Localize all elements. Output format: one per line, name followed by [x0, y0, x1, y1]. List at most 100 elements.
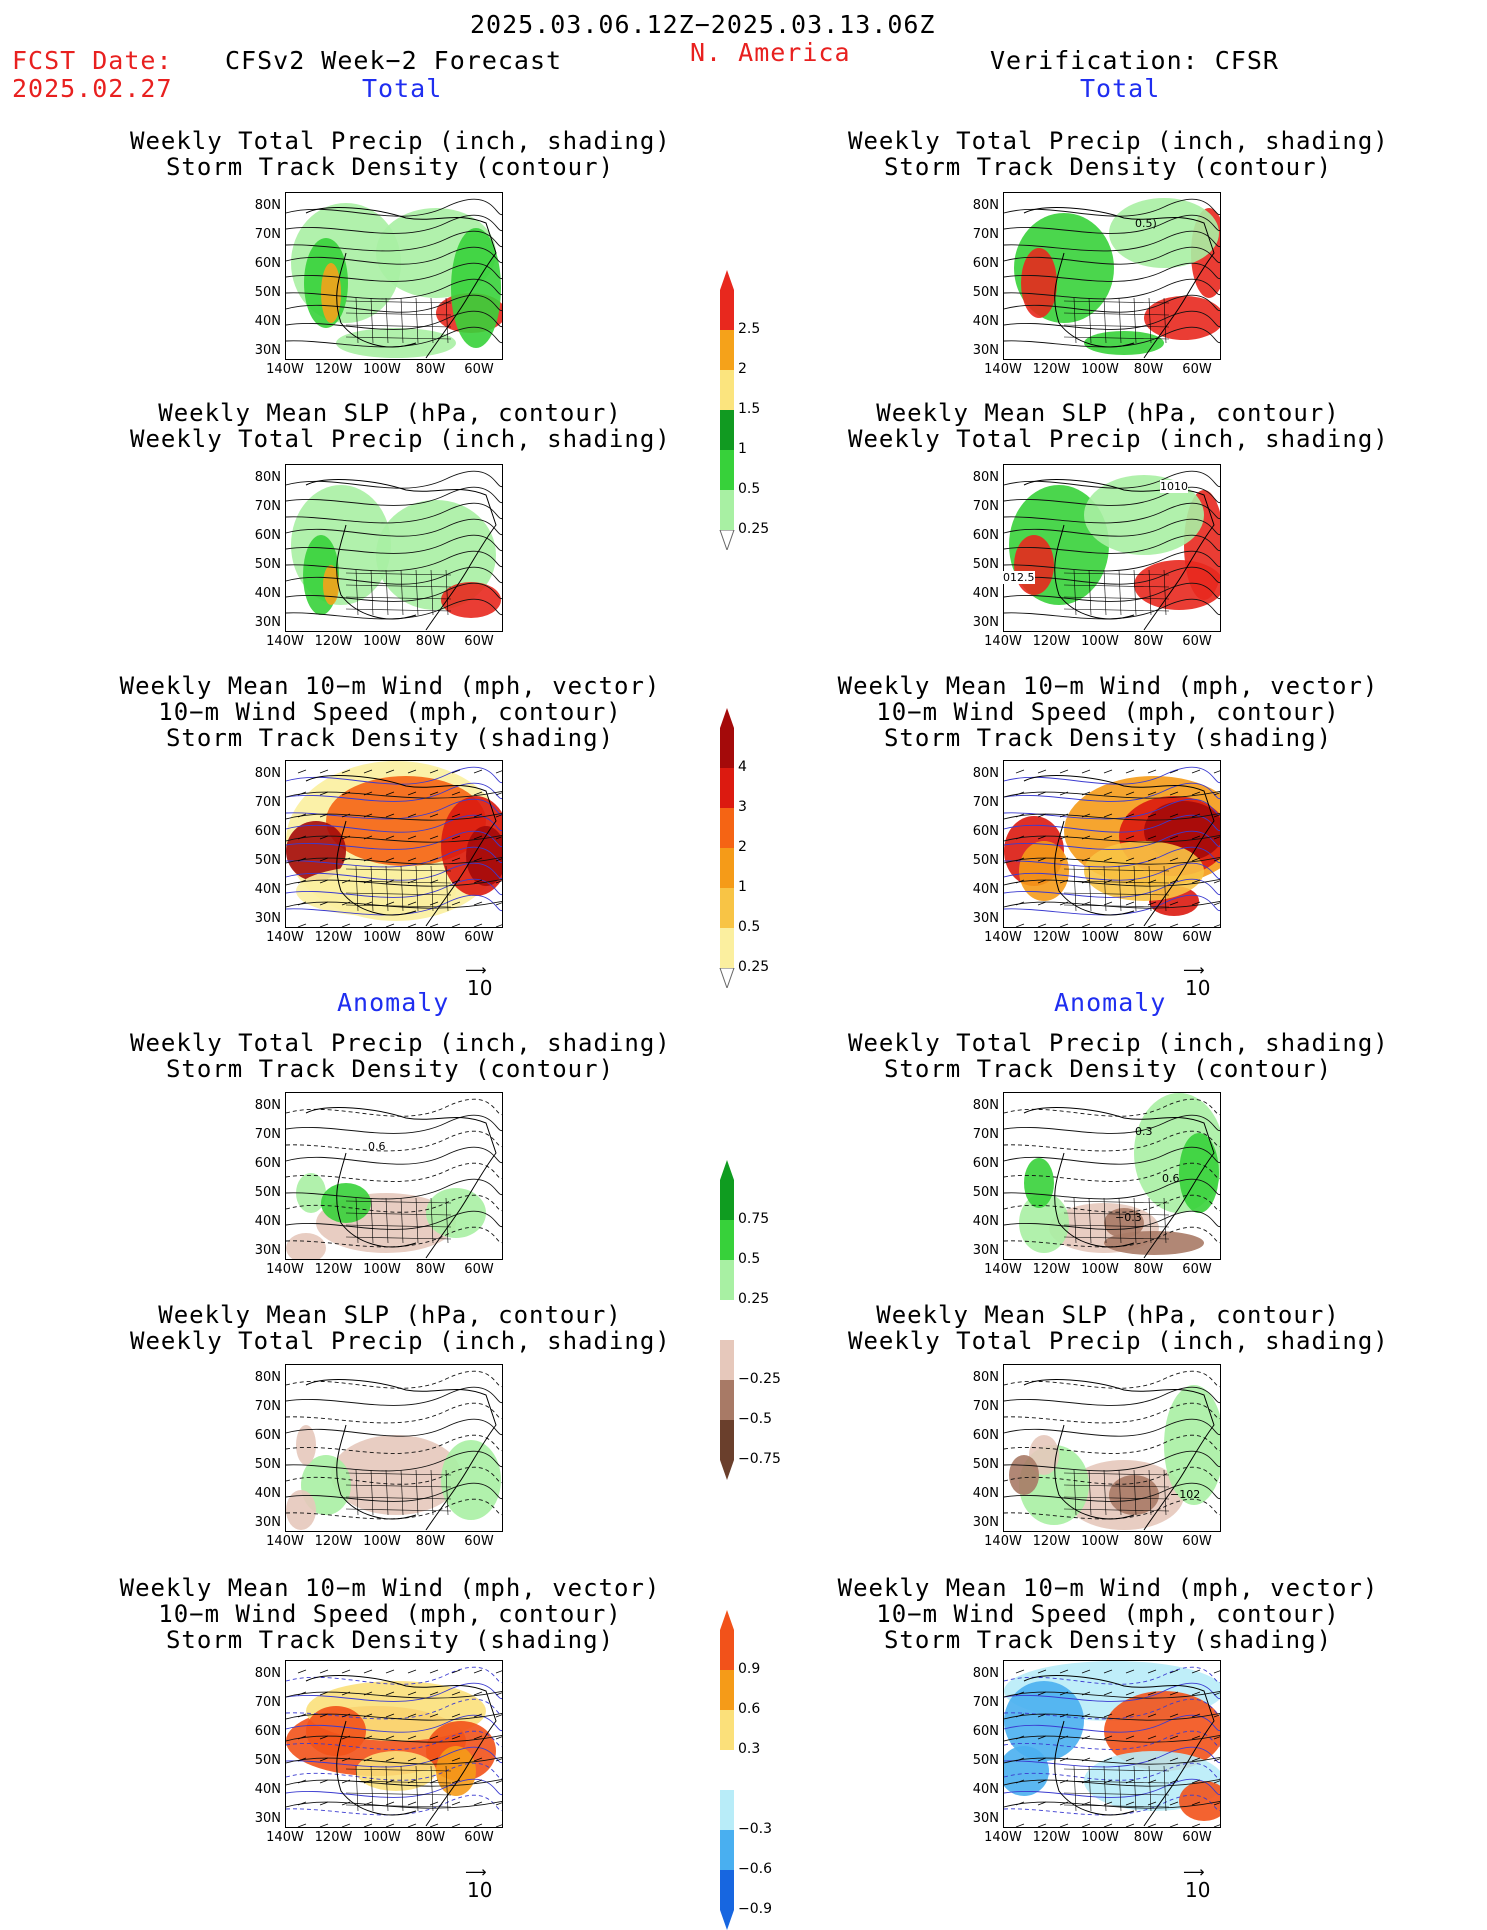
shading-region	[286, 1233, 326, 1259]
colorbar-label: 0.75	[738, 1211, 770, 1227]
wind-vector	[1103, 1735, 1113, 1740]
longitude-label: 120W	[314, 1830, 353, 1845]
wind-vector	[1015, 835, 1025, 840]
colorbar-segment	[720, 1670, 734, 1710]
wind-vector	[1037, 1779, 1047, 1784]
wind-vector	[407, 813, 417, 818]
wind-vector	[1081, 1735, 1091, 1740]
wind-vector	[1169, 857, 1179, 862]
wind-vector	[363, 835, 373, 840]
state-boundary	[385, 297, 389, 344]
wind-vector	[1103, 835, 1113, 840]
colorbar-label: −0.9	[738, 1901, 772, 1917]
title-r5-fcst: Weekly Mean SLP (hPa, contour) Weekly Tot…	[130, 1301, 671, 1355]
contour-line	[286, 1402, 502, 1424]
wind-vector	[473, 901, 483, 906]
wind-vector	[341, 923, 351, 927]
wind-vector	[319, 1757, 329, 1762]
wind-vector	[1059, 923, 1069, 927]
wind-vector	[1125, 791, 1135, 796]
state-boundary	[1088, 1197, 1092, 1244]
wind-vector	[451, 835, 461, 840]
latitude-label: 70N	[254, 1695, 281, 1710]
wind-vector	[1213, 1736, 1220, 1740]
wind-vector	[1015, 901, 1025, 906]
state-boundary	[1133, 865, 1137, 912]
wind-vector	[1147, 1669, 1157, 1674]
wind-vector	[407, 791, 417, 796]
shading-region	[1084, 841, 1204, 901]
contour-line	[286, 1178, 502, 1200]
state-boundary	[1103, 1197, 1107, 1244]
map-panel-r2-verification	[1003, 464, 1221, 632]
wind-vector	[1191, 857, 1201, 862]
wind-vector	[363, 879, 373, 884]
wind-vector	[495, 1714, 502, 1718]
latitude-label: 70N	[972, 499, 999, 514]
latitude-label: 30N	[972, 1515, 999, 1530]
latitude-label: 50N	[972, 1457, 999, 1472]
state-boundary	[1063, 1804, 1170, 1808]
state-boundary	[1118, 297, 1122, 344]
longitude-label: 60W	[464, 1534, 494, 1549]
shading-region	[286, 1490, 316, 1530]
wind-vector	[473, 1801, 483, 1806]
contour-line	[1004, 1162, 1220, 1182]
wind-vector	[341, 835, 351, 840]
wind-vector	[341, 879, 351, 884]
contour-line	[286, 1194, 502, 1213]
wind-vector	[297, 857, 307, 862]
longitude-label: 60W	[464, 930, 494, 945]
state-boundary	[1073, 297, 1077, 344]
wind-speed-contour	[286, 1800, 502, 1809]
wind-vector	[407, 1735, 417, 1740]
contour-line	[286, 798, 502, 820]
wind-vector	[319, 813, 329, 818]
latitude-label: 70N	[972, 795, 999, 810]
colorbar-label: 0.5	[738, 481, 761, 497]
wind-vector	[429, 901, 439, 906]
wind-vector	[1213, 902, 1220, 906]
wind-vector	[1103, 923, 1113, 927]
state-boundary	[1063, 324, 1170, 328]
shading-region	[1021, 248, 1057, 318]
shading-region	[451, 228, 501, 348]
contour-line	[286, 1146, 502, 1165]
coastline	[1023, 1675, 1215, 1827]
wind-vector	[429, 857, 439, 862]
latitude-label: 30N	[254, 615, 281, 630]
wind-vector	[1191, 923, 1201, 927]
latitude-label: 30N	[972, 1243, 999, 1258]
wind-vector	[451, 857, 461, 862]
contour-line	[286, 1210, 502, 1230]
state-boundary	[345, 1780, 452, 1784]
state-boundary	[1063, 868, 1170, 872]
map-panel-r6-verification	[1003, 1660, 1221, 1828]
latitude-label: 50N	[972, 1185, 999, 1200]
latitude-label: 60N	[254, 256, 281, 271]
title-r6-obs: Weekly Mean 10−m Wind (mph, vector) 10−m …	[837, 1574, 1379, 1654]
state-boundary	[415, 1197, 419, 1244]
wind-vector	[473, 813, 483, 818]
state-boundary	[1063, 1508, 1170, 1512]
latitude-label: 30N	[254, 1243, 281, 1258]
wind-vector	[297, 1669, 307, 1674]
wind-vector	[1191, 1735, 1201, 1740]
colorbar-segment	[720, 888, 734, 928]
latitude-label: 40N	[254, 1782, 281, 1797]
wind-vector	[1037, 901, 1047, 906]
colorbar-segment	[720, 1630, 734, 1670]
contour-line	[1004, 830, 1220, 850]
contour-line	[286, 1386, 502, 1406]
contour-line	[286, 1682, 502, 1702]
state-boundary	[345, 1484, 452, 1488]
wind-vector	[473, 835, 483, 840]
state-boundary	[1103, 1765, 1107, 1812]
state-boundary	[1063, 1780, 1170, 1784]
longitude-label: 80W	[1133, 1262, 1164, 1277]
longitude-label: 80W	[1133, 1830, 1164, 1845]
contour-line	[1004, 894, 1220, 916]
wind-speed-contour	[286, 1778, 502, 1787]
contour-line	[1004, 766, 1220, 785]
contour-line	[286, 518, 502, 537]
